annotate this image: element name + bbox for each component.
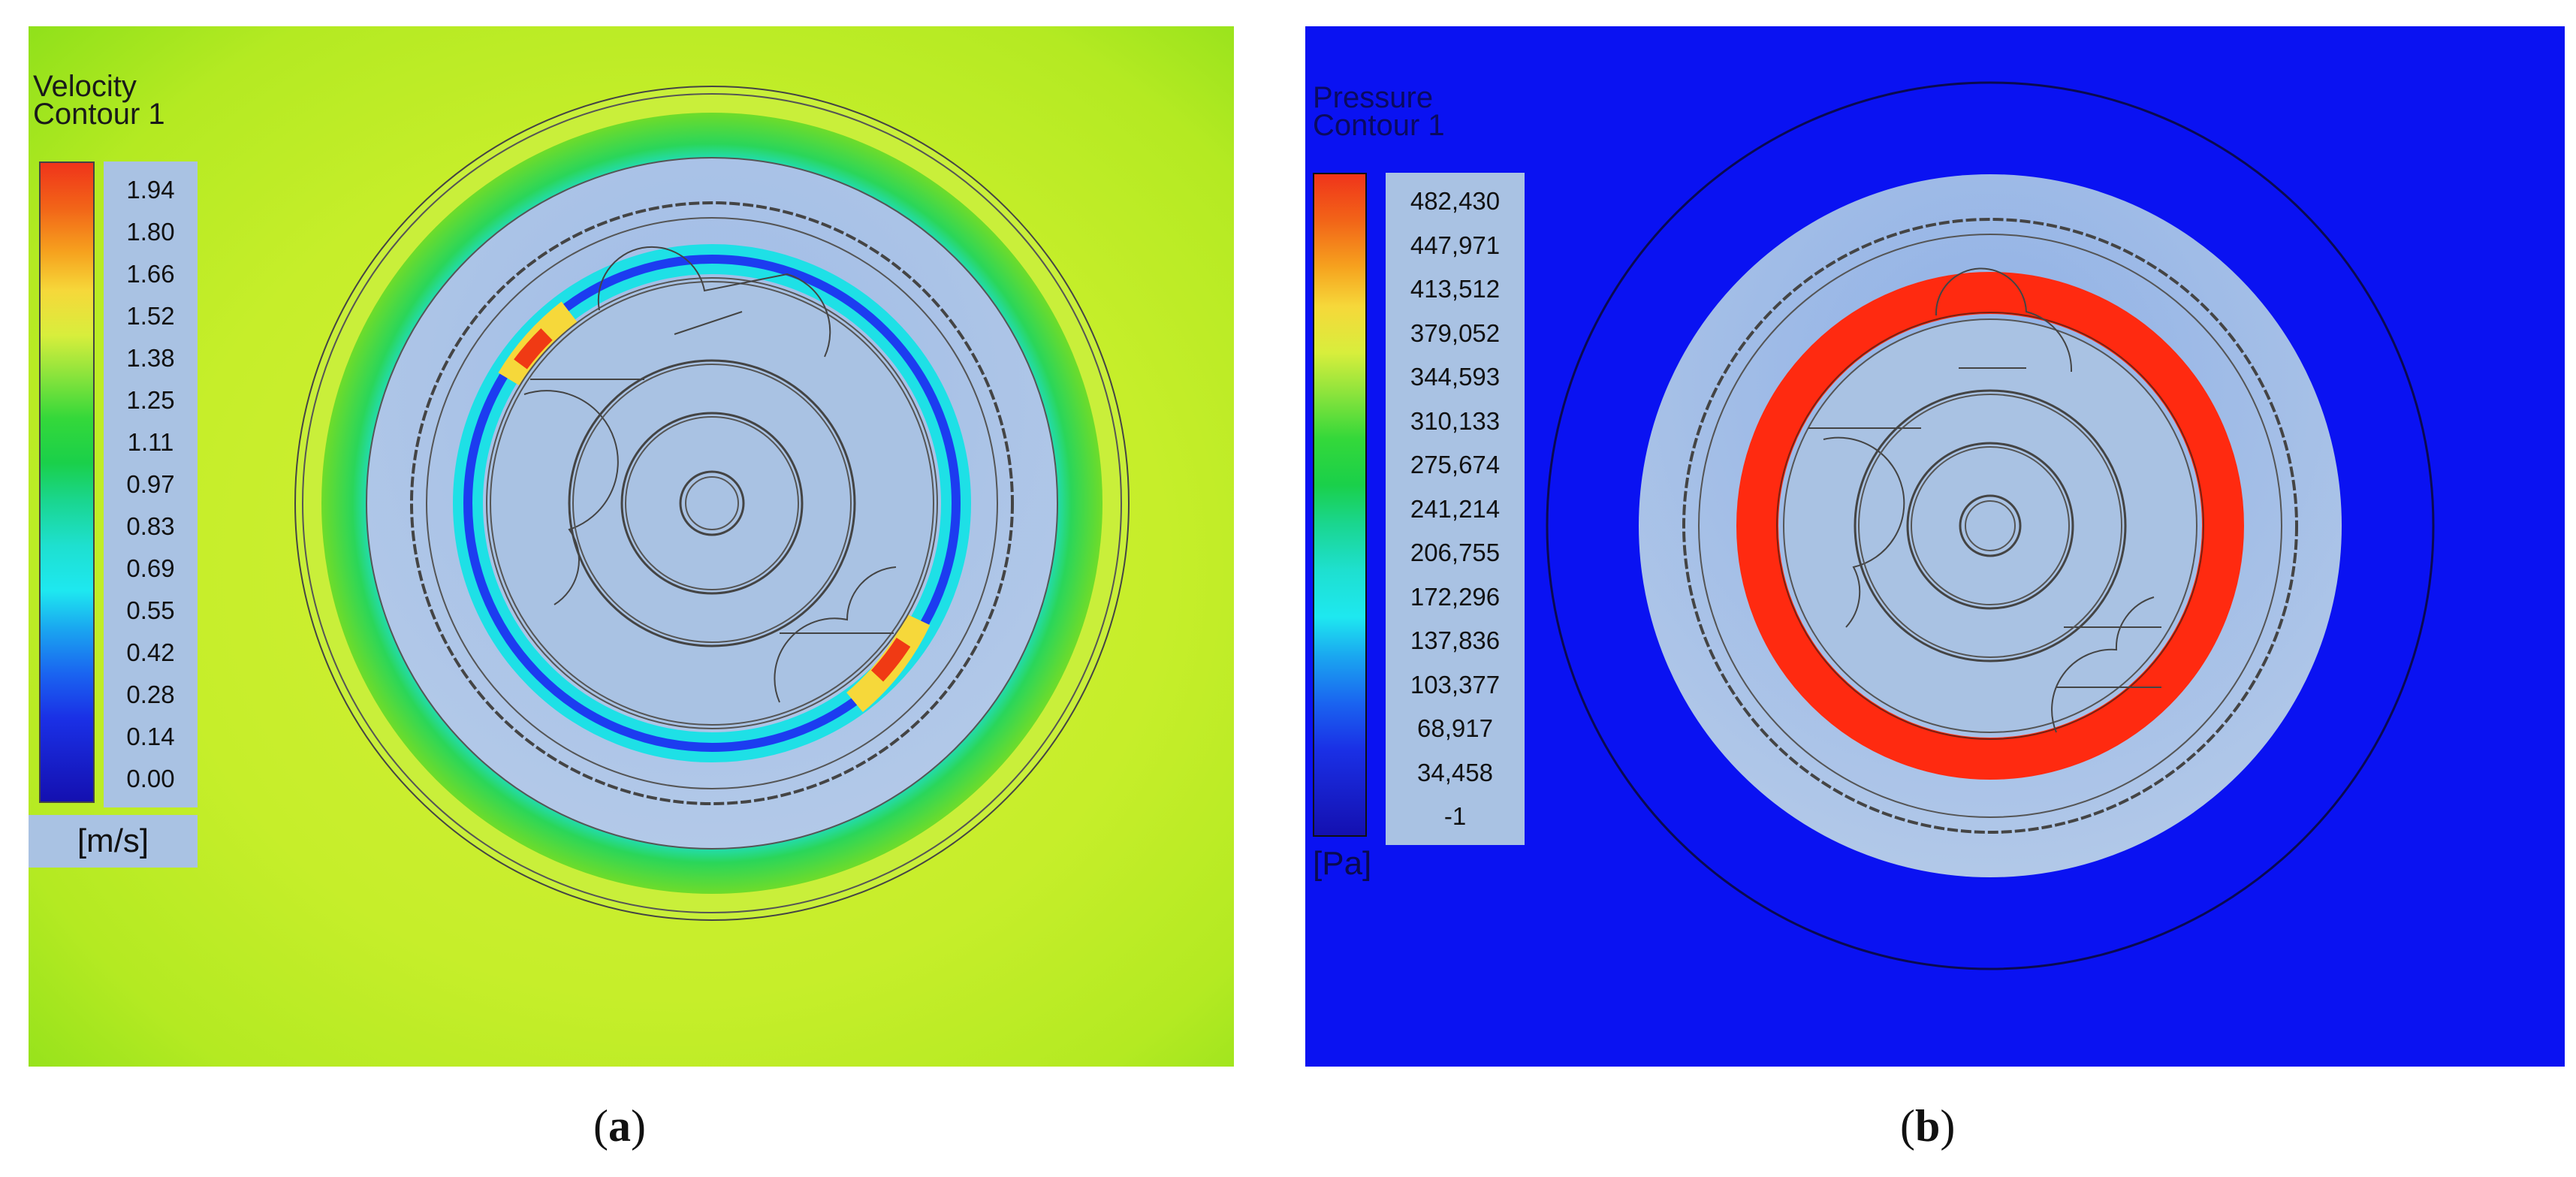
tick-label: 1.11: [127, 428, 174, 456]
tick-label: 447,971: [1410, 231, 1501, 259]
tick-label: 0.97: [126, 470, 175, 498]
shaft-circle: [1959, 494, 2022, 557]
tick-label: 0.00: [126, 765, 175, 792]
velocity-field-plot: [29, 26, 1234, 1067]
tick-label: 0.55: [126, 596, 175, 624]
pressure-colorbar: [1313, 173, 1367, 837]
tick-label: 1.94: [126, 176, 175, 204]
velocity-unit-label: [m/s]: [29, 815, 198, 868]
pressure-unit-label: [Pa]: [1313, 845, 1372, 882]
tick-label: 310,133: [1410, 406, 1501, 435]
tick-label: 482,430: [1410, 187, 1501, 215]
tick-label: 1.66: [126, 260, 175, 288]
high-pressure-ring: [1736, 272, 2244, 780]
legend-title-line2: Contour 1: [1313, 109, 1445, 142]
pressure-contour-panel: Pressure Contour 1 482,430 447,971 413,512…: [1305, 26, 2565, 1067]
tick-label: -1: [1443, 802, 1467, 830]
tick-label: 1.80: [126, 218, 175, 246]
tick-label: 275,674: [1410, 451, 1501, 478]
tick-label: 206,755: [1410, 539, 1501, 566]
legend-title-line2: Contour 1: [33, 98, 165, 131]
tick-label: 103,377: [1410, 670, 1501, 699]
caption-a: (a): [593, 1101, 646, 1151]
tick-label: 68,917: [1417, 714, 1493, 742]
tick-label: 0.28: [126, 681, 175, 708]
tick-label: 413,512: [1410, 275, 1501, 303]
tick-label: 0.42: [126, 638, 175, 666]
velocity-colorbar: [39, 161, 95, 803]
tick-label: 1.25: [126, 386, 175, 414]
tick-label: 379,052: [1410, 318, 1501, 347]
velocity-tick-labels: 1.94 1.80 1.66 1.52 1.38 1.25 1.11 0.97 0.83 0.69…: [104, 161, 198, 807]
tick-label: 172,296: [1410, 582, 1501, 611]
tick-label: 0.83: [126, 512, 175, 540]
pressure-tick-labels: 482,430 447,971 413,512 379,052 344,593 310,1…: [1386, 173, 1525, 845]
shaft-circle: [679, 470, 745, 536]
tick-label: 241,214: [1410, 494, 1501, 523]
outer-domain-boundary: [1546, 81, 2435, 970]
tick-label: 344,593: [1410, 363, 1501, 391]
tick-label: 34,458: [1417, 758, 1493, 786]
tick-label: 1.52: [126, 302, 175, 330]
tick-label: 1.38: [126, 344, 175, 372]
legend-title-line1: Velocity: [33, 70, 137, 103]
legend-title-line1: Pressure: [1313, 81, 1434, 114]
tick-label: 137,836: [1410, 626, 1501, 654]
outer-domain-boundary-inner: [302, 93, 1122, 913]
tick-label: 0.14: [126, 723, 175, 750]
caption-b: (b): [1900, 1101, 1956, 1151]
tick-label: 0.69: [126, 554, 175, 582]
velocity-contour-panel: Velocity Contour 1 1.94 1.80 1.66 1.52 1.38 1…: [29, 26, 1234, 1067]
